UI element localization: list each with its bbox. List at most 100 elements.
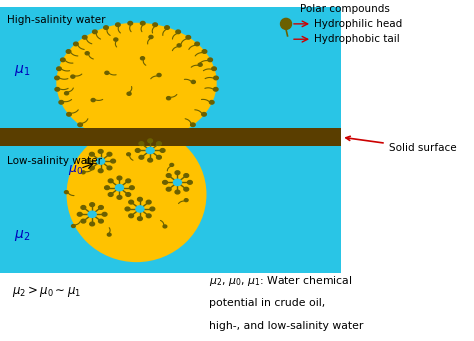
Circle shape xyxy=(128,21,133,25)
Circle shape xyxy=(188,180,192,184)
Circle shape xyxy=(176,30,181,34)
Circle shape xyxy=(184,174,189,177)
Circle shape xyxy=(212,67,216,71)
Circle shape xyxy=(71,75,75,78)
Circle shape xyxy=(108,193,113,196)
Circle shape xyxy=(146,200,151,204)
Circle shape xyxy=(81,206,86,209)
Circle shape xyxy=(139,142,144,146)
Circle shape xyxy=(127,92,131,95)
Circle shape xyxy=(163,225,167,228)
Text: high-, and low-salinity water: high-, and low-salinity water xyxy=(209,321,363,331)
Text: $\mu_1$: $\mu_1$ xyxy=(14,63,30,78)
Ellipse shape xyxy=(66,127,207,262)
Circle shape xyxy=(166,174,171,177)
Circle shape xyxy=(126,193,131,196)
Circle shape xyxy=(166,187,171,191)
Circle shape xyxy=(67,113,71,116)
Circle shape xyxy=(90,222,94,226)
Text: Hydrophobic tail: Hydrophobic tail xyxy=(314,34,400,44)
Circle shape xyxy=(78,123,82,127)
Circle shape xyxy=(99,206,103,209)
Circle shape xyxy=(175,190,180,194)
Circle shape xyxy=(88,211,96,218)
Text: High-salinity water: High-salinity water xyxy=(7,15,105,25)
Circle shape xyxy=(125,207,130,211)
Circle shape xyxy=(139,155,144,159)
Circle shape xyxy=(156,142,161,146)
Circle shape xyxy=(105,186,109,190)
Circle shape xyxy=(129,214,134,218)
Circle shape xyxy=(97,158,105,164)
Circle shape xyxy=(208,58,212,62)
Circle shape xyxy=(82,171,85,174)
Text: $\mu_2 > \mu_0$$\sim\mu_1$: $\mu_2 > \mu_0$$\sim\mu_1$ xyxy=(12,284,81,299)
Circle shape xyxy=(99,219,103,223)
Circle shape xyxy=(170,163,173,166)
Circle shape xyxy=(195,42,200,46)
Circle shape xyxy=(129,200,134,204)
Circle shape xyxy=(85,52,89,55)
Circle shape xyxy=(177,44,181,47)
Circle shape xyxy=(202,50,207,53)
Circle shape xyxy=(77,212,82,216)
Circle shape xyxy=(166,97,171,100)
Circle shape xyxy=(140,57,145,60)
Circle shape xyxy=(114,38,118,41)
Circle shape xyxy=(126,179,131,183)
Text: potential in crude oil,: potential in crude oil, xyxy=(209,298,325,309)
Text: Polar compounds: Polar compounds xyxy=(300,3,390,14)
Text: Low-salinity water: Low-salinity water xyxy=(7,156,102,166)
Circle shape xyxy=(102,212,107,216)
Bar xyxy=(0,128,341,147)
Circle shape xyxy=(72,225,75,227)
Text: Hydrophilic head: Hydrophilic head xyxy=(314,19,402,29)
Circle shape xyxy=(98,150,103,153)
Circle shape xyxy=(90,166,94,170)
Circle shape xyxy=(64,191,68,194)
Circle shape xyxy=(57,67,61,71)
Circle shape xyxy=(82,35,87,39)
Circle shape xyxy=(150,207,155,211)
Circle shape xyxy=(146,147,154,153)
Circle shape xyxy=(127,153,130,156)
Ellipse shape xyxy=(56,23,217,143)
Circle shape xyxy=(136,206,144,212)
Circle shape xyxy=(61,58,65,62)
Circle shape xyxy=(198,63,202,66)
Circle shape xyxy=(92,30,97,34)
Circle shape xyxy=(184,187,189,191)
Text: $\mu_2$, $\mu_0$, $\mu_1$: Water chemical: $\mu_2$, $\mu_0$, $\mu_1$: Water chemica… xyxy=(209,274,352,288)
Text: $\mu_0$: $\mu_0$ xyxy=(68,163,83,177)
Circle shape xyxy=(156,155,161,159)
Circle shape xyxy=(281,18,292,29)
Circle shape xyxy=(214,76,219,80)
Circle shape xyxy=(59,101,64,104)
Circle shape xyxy=(64,92,69,95)
Circle shape xyxy=(66,50,71,53)
Circle shape xyxy=(90,203,94,206)
Circle shape xyxy=(55,88,60,91)
Circle shape xyxy=(107,233,111,236)
Text: $\mu_2$: $\mu_2$ xyxy=(14,228,30,243)
Circle shape xyxy=(55,76,59,80)
Circle shape xyxy=(129,186,134,190)
Circle shape xyxy=(146,214,151,218)
Circle shape xyxy=(186,35,191,39)
Circle shape xyxy=(191,123,195,127)
Circle shape xyxy=(107,152,112,156)
Circle shape xyxy=(91,99,95,102)
Circle shape xyxy=(117,176,122,180)
Circle shape xyxy=(202,113,206,116)
Circle shape xyxy=(157,73,161,77)
Circle shape xyxy=(116,184,123,191)
Circle shape xyxy=(111,159,116,163)
Circle shape xyxy=(149,35,153,39)
Circle shape xyxy=(90,152,94,156)
Circle shape xyxy=(213,88,218,91)
Circle shape xyxy=(136,149,140,152)
Circle shape xyxy=(160,149,165,152)
Circle shape xyxy=(165,26,169,29)
Circle shape xyxy=(117,195,122,199)
Circle shape xyxy=(98,169,103,173)
